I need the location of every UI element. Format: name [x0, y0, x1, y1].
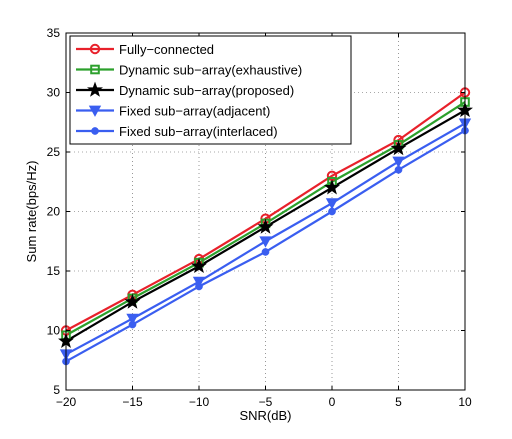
data-point — [390, 140, 407, 156]
data-point — [88, 105, 102, 117]
x-tick-labels: −20 −15 −10 −5 0 5 10 — [56, 395, 472, 409]
data-point — [192, 276, 206, 289]
legend-label: Dynamic sub−array(exhaustive) — [119, 63, 302, 78]
data-point — [328, 207, 336, 216]
data-point — [128, 320, 137, 329]
data-point — [392, 156, 405, 168]
x-tick-label: −10 — [189, 395, 210, 409]
data-point — [257, 218, 274, 234]
legend: Fully−connected Dynamic sub−array(exhaust… — [69, 35, 352, 145]
y-tick-label: 35 — [47, 26, 61, 40]
data-point — [195, 282, 203, 291]
data-point — [324, 179, 340, 195]
grid — [66, 33, 465, 390]
x-tick-label: −20 — [56, 395, 77, 409]
y-axis-label: Sum rate(bps/Hz) — [24, 161, 39, 263]
data-point — [261, 248, 270, 256]
x-tick-label: −5 — [259, 395, 273, 409]
x-axis-label: SNR(dB) — [239, 408, 291, 423]
x-tick-label: 10 — [458, 395, 472, 409]
legend-label: Fixed sub−array(interlaced) — [119, 124, 278, 139]
data-point — [191, 257, 207, 274]
data-point — [87, 81, 103, 97]
legend-label: Fixed sub−array(adjacent) — [119, 104, 270, 119]
y-tick-label: 25 — [47, 145, 61, 159]
x-tick-label: 5 — [395, 395, 402, 409]
y-tick-label: 10 — [47, 324, 61, 338]
legend-label: Fully−connected — [119, 42, 214, 57]
y-tick-labels: 5 10 15 20 25 30 35 — [47, 26, 61, 397]
x-tick-label: 0 — [329, 395, 336, 409]
data-point — [124, 293, 141, 309]
legend-box — [69, 35, 352, 145]
data-point — [89, 43, 101, 55]
x-tick-label: −15 — [122, 395, 143, 409]
y-tick-label: 20 — [47, 205, 61, 219]
data-point — [394, 166, 403, 174]
data-point — [90, 64, 100, 75]
y-tick-label: 15 — [47, 264, 61, 278]
data-point — [126, 313, 139, 325]
data-point — [325, 198, 339, 210]
y-tick-label: 5 — [53, 383, 60, 397]
legend-label: Dynamic sub−array(proposed) — [119, 83, 294, 98]
y-tick-label: 30 — [47, 86, 61, 100]
data-point — [91, 127, 99, 135]
data-point — [259, 236, 272, 248]
